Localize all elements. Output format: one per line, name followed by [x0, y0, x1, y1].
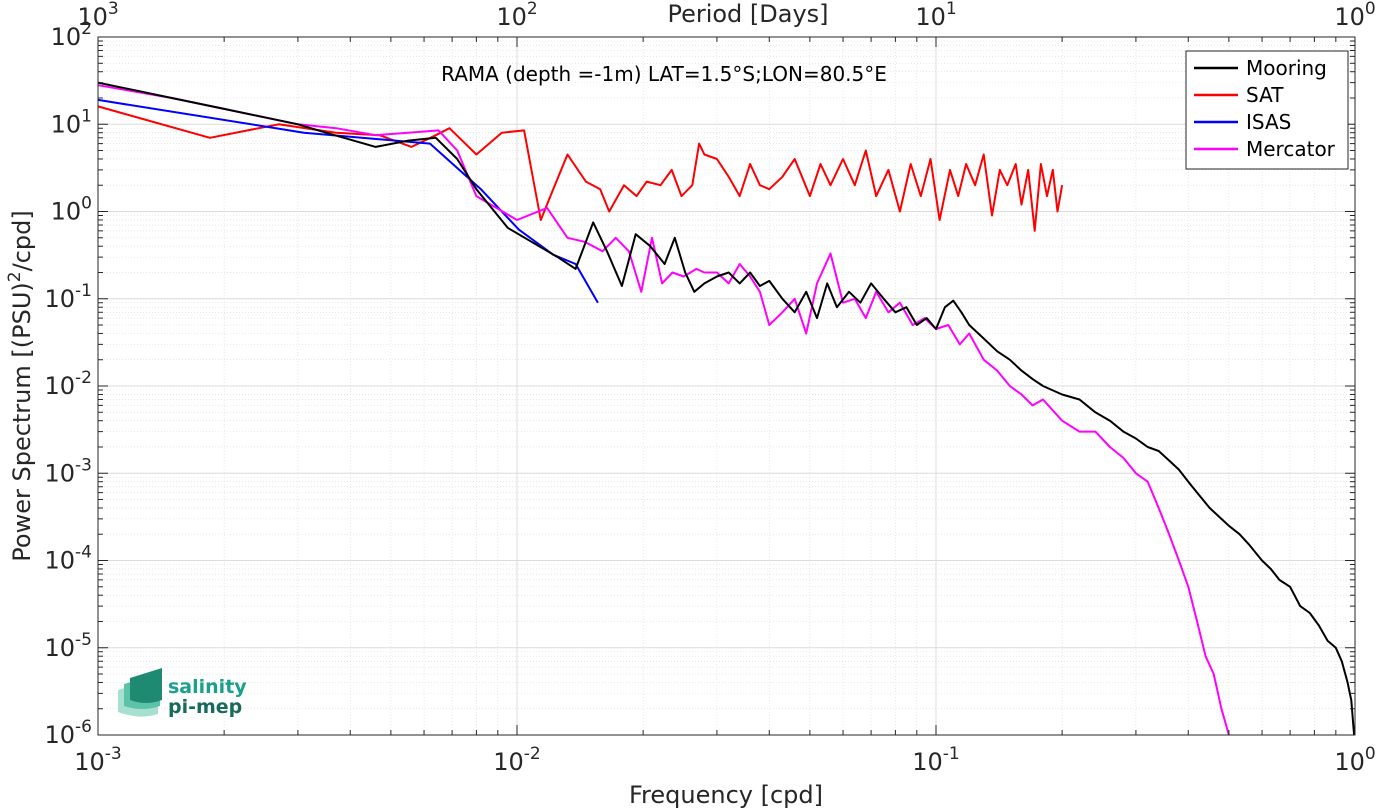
y-tick-label: 100: [51, 194, 92, 226]
legend-label-isas: ISAS: [1246, 110, 1291, 134]
top-tick-label: 101: [915, 0, 956, 31]
x-tick-label: 10-3: [74, 744, 122, 776]
grid-lines: [97, 36, 1356, 736]
top-axis-title: Period [Days]: [667, 0, 828, 28]
y-tick-label: 101: [51, 106, 92, 138]
series-line-sat: [97, 105, 1064, 232]
salinity-pi-mep-logo: salinity pi-mep: [118, 668, 247, 718]
legend-label-mercator: Mercator: [1246, 137, 1336, 161]
x-tick-label: 10-2: [493, 744, 541, 776]
legend-label-sat: SAT: [1246, 83, 1284, 107]
logo-text-salinity: salinity: [168, 676, 247, 698]
y-tick-label: 10-1: [45, 281, 93, 313]
y-axis-title-tail: /cpd]: [8, 210, 36, 271]
y-tick-label: 10-3: [45, 455, 93, 487]
y-tick-label: 10-2: [45, 368, 93, 400]
x-axis-title: Frequency [cpd]: [629, 781, 823, 809]
logo-wave-icon: [118, 668, 162, 717]
x-tick-label: 100: [1334, 744, 1375, 776]
series-line-mooring: [97, 81, 1356, 736]
y-tick-label: 10-4: [45, 543, 93, 575]
y-axis-title: Power Spectrum [(PSU)2/cpd]: [5, 210, 36, 561]
y-axis-title-exp: 2: [5, 271, 25, 282]
chart-annotation: RAMA (depth =-1m) LAT=1.5°S;LON=80.5°E: [441, 62, 887, 86]
x-tick-label: 10-1: [912, 744, 960, 776]
top-tick-label: 100: [1334, 0, 1375, 31]
legend: Mooring SAT ISAS Mercator: [1185, 50, 1349, 170]
series-line-mercator: [97, 84, 1230, 736]
top-tick-label: 103: [77, 0, 118, 31]
y-tick-label: 102: [51, 19, 92, 51]
legend-label-mooring: Mooring: [1246, 56, 1327, 80]
y-tick-label: 10-5: [45, 630, 93, 662]
y-axis-title-main: Power Spectrum [(PSU): [8, 282, 36, 561]
tick-marks: [97, 37, 1355, 736]
y-tick-label: 10-6: [45, 717, 93, 749]
logo-text-pi-mep: pi-mep: [168, 696, 242, 718]
top-tick-label: 102: [496, 0, 537, 31]
series-layer: [97, 81, 1356, 736]
